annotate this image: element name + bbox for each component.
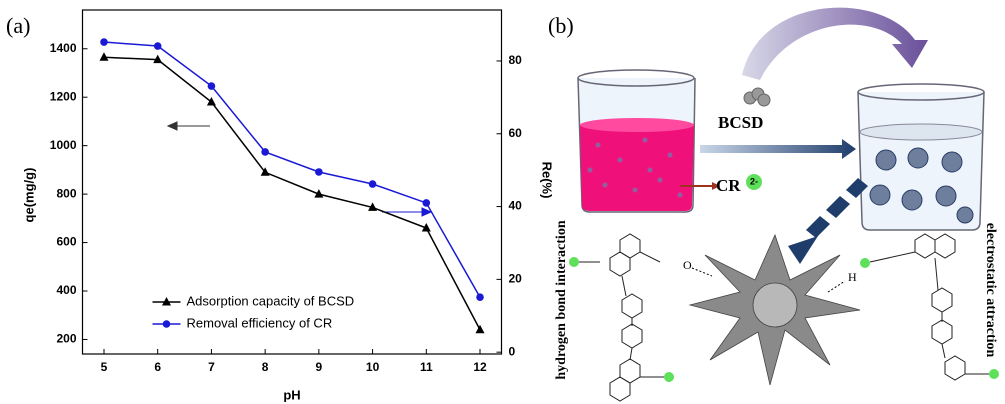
- legend-label: Removal efficiency of CR: [187, 315, 333, 330]
- x-tick-label: 7: [208, 360, 215, 374]
- marker: [154, 42, 162, 50]
- marker: [100, 38, 108, 46]
- y2-axis-label: Re(%): [540, 162, 555, 199]
- dashed-arrow: [788, 178, 868, 264]
- dye-charge: 2-: [750, 176, 758, 186]
- series-line: [104, 57, 480, 330]
- y-axis-label: qe(mg/g): [21, 168, 36, 223]
- marker: [261, 148, 269, 156]
- marker: [315, 168, 323, 176]
- bcsd-particle: [690, 235, 860, 385]
- diagram: BCSD CR 2- O H: [554, 8, 999, 401]
- y2-tick-label: 80: [509, 53, 523, 67]
- hydrogen-label: H: [848, 270, 857, 284]
- marker: [207, 97, 216, 106]
- x-tick-label: 9: [316, 360, 323, 374]
- marker: [476, 293, 484, 301]
- axis-arrow: [168, 122, 431, 216]
- y-tick-label: 600: [56, 235, 76, 249]
- marker: [99, 52, 108, 61]
- x-tick-label: 10: [366, 360, 380, 374]
- y-tick-label: 400: [56, 283, 76, 297]
- y-tick-label: 1400: [50, 41, 77, 55]
- x-tick-label: 5: [101, 360, 108, 374]
- adsorbent-label: BCSD: [718, 113, 763, 132]
- marker: [422, 199, 430, 207]
- panel-label: (a): [6, 13, 30, 38]
- x-tick-label: 11: [420, 360, 433, 374]
- figure: (a) (b) pH qe(mg/g) Re(%) BCSD CR 2-: [0, 0, 1005, 404]
- transfer-arrow: [742, 8, 928, 80]
- dye-solution: [580, 125, 694, 211]
- x-tick-label: 8: [262, 360, 269, 374]
- interaction-label: electrostatic attraction: [983, 223, 998, 358]
- legend-label: Adsorption capacity of BCSD: [187, 293, 355, 308]
- y-tick-label: 800: [56, 186, 76, 200]
- panel-label: (b): [548, 13, 574, 38]
- y-tick-label: 200: [56, 332, 76, 346]
- marker: [369, 180, 377, 188]
- y-tick-label: 1200: [50, 89, 77, 103]
- dye-label: CR: [716, 176, 741, 195]
- marker: [163, 320, 171, 328]
- y2-tick-label: 0: [509, 344, 516, 358]
- series-line: [104, 42, 480, 297]
- y2-tick-label: 60: [509, 126, 523, 140]
- x-tick-label: 12: [473, 360, 487, 374]
- oxygen-label: O: [683, 258, 692, 272]
- y-tick-label: 1000: [50, 138, 77, 152]
- interaction-label: hydrogen bond interaction: [554, 220, 569, 379]
- process-arrow: [700, 139, 856, 159]
- x-tick-label: 6: [154, 360, 161, 374]
- x-axis-label: pH: [283, 387, 300, 402]
- marker: [476, 325, 485, 334]
- y2-tick-label: 40: [509, 199, 523, 213]
- marker: [208, 82, 216, 90]
- y2-tick-label: 20: [509, 272, 523, 286]
